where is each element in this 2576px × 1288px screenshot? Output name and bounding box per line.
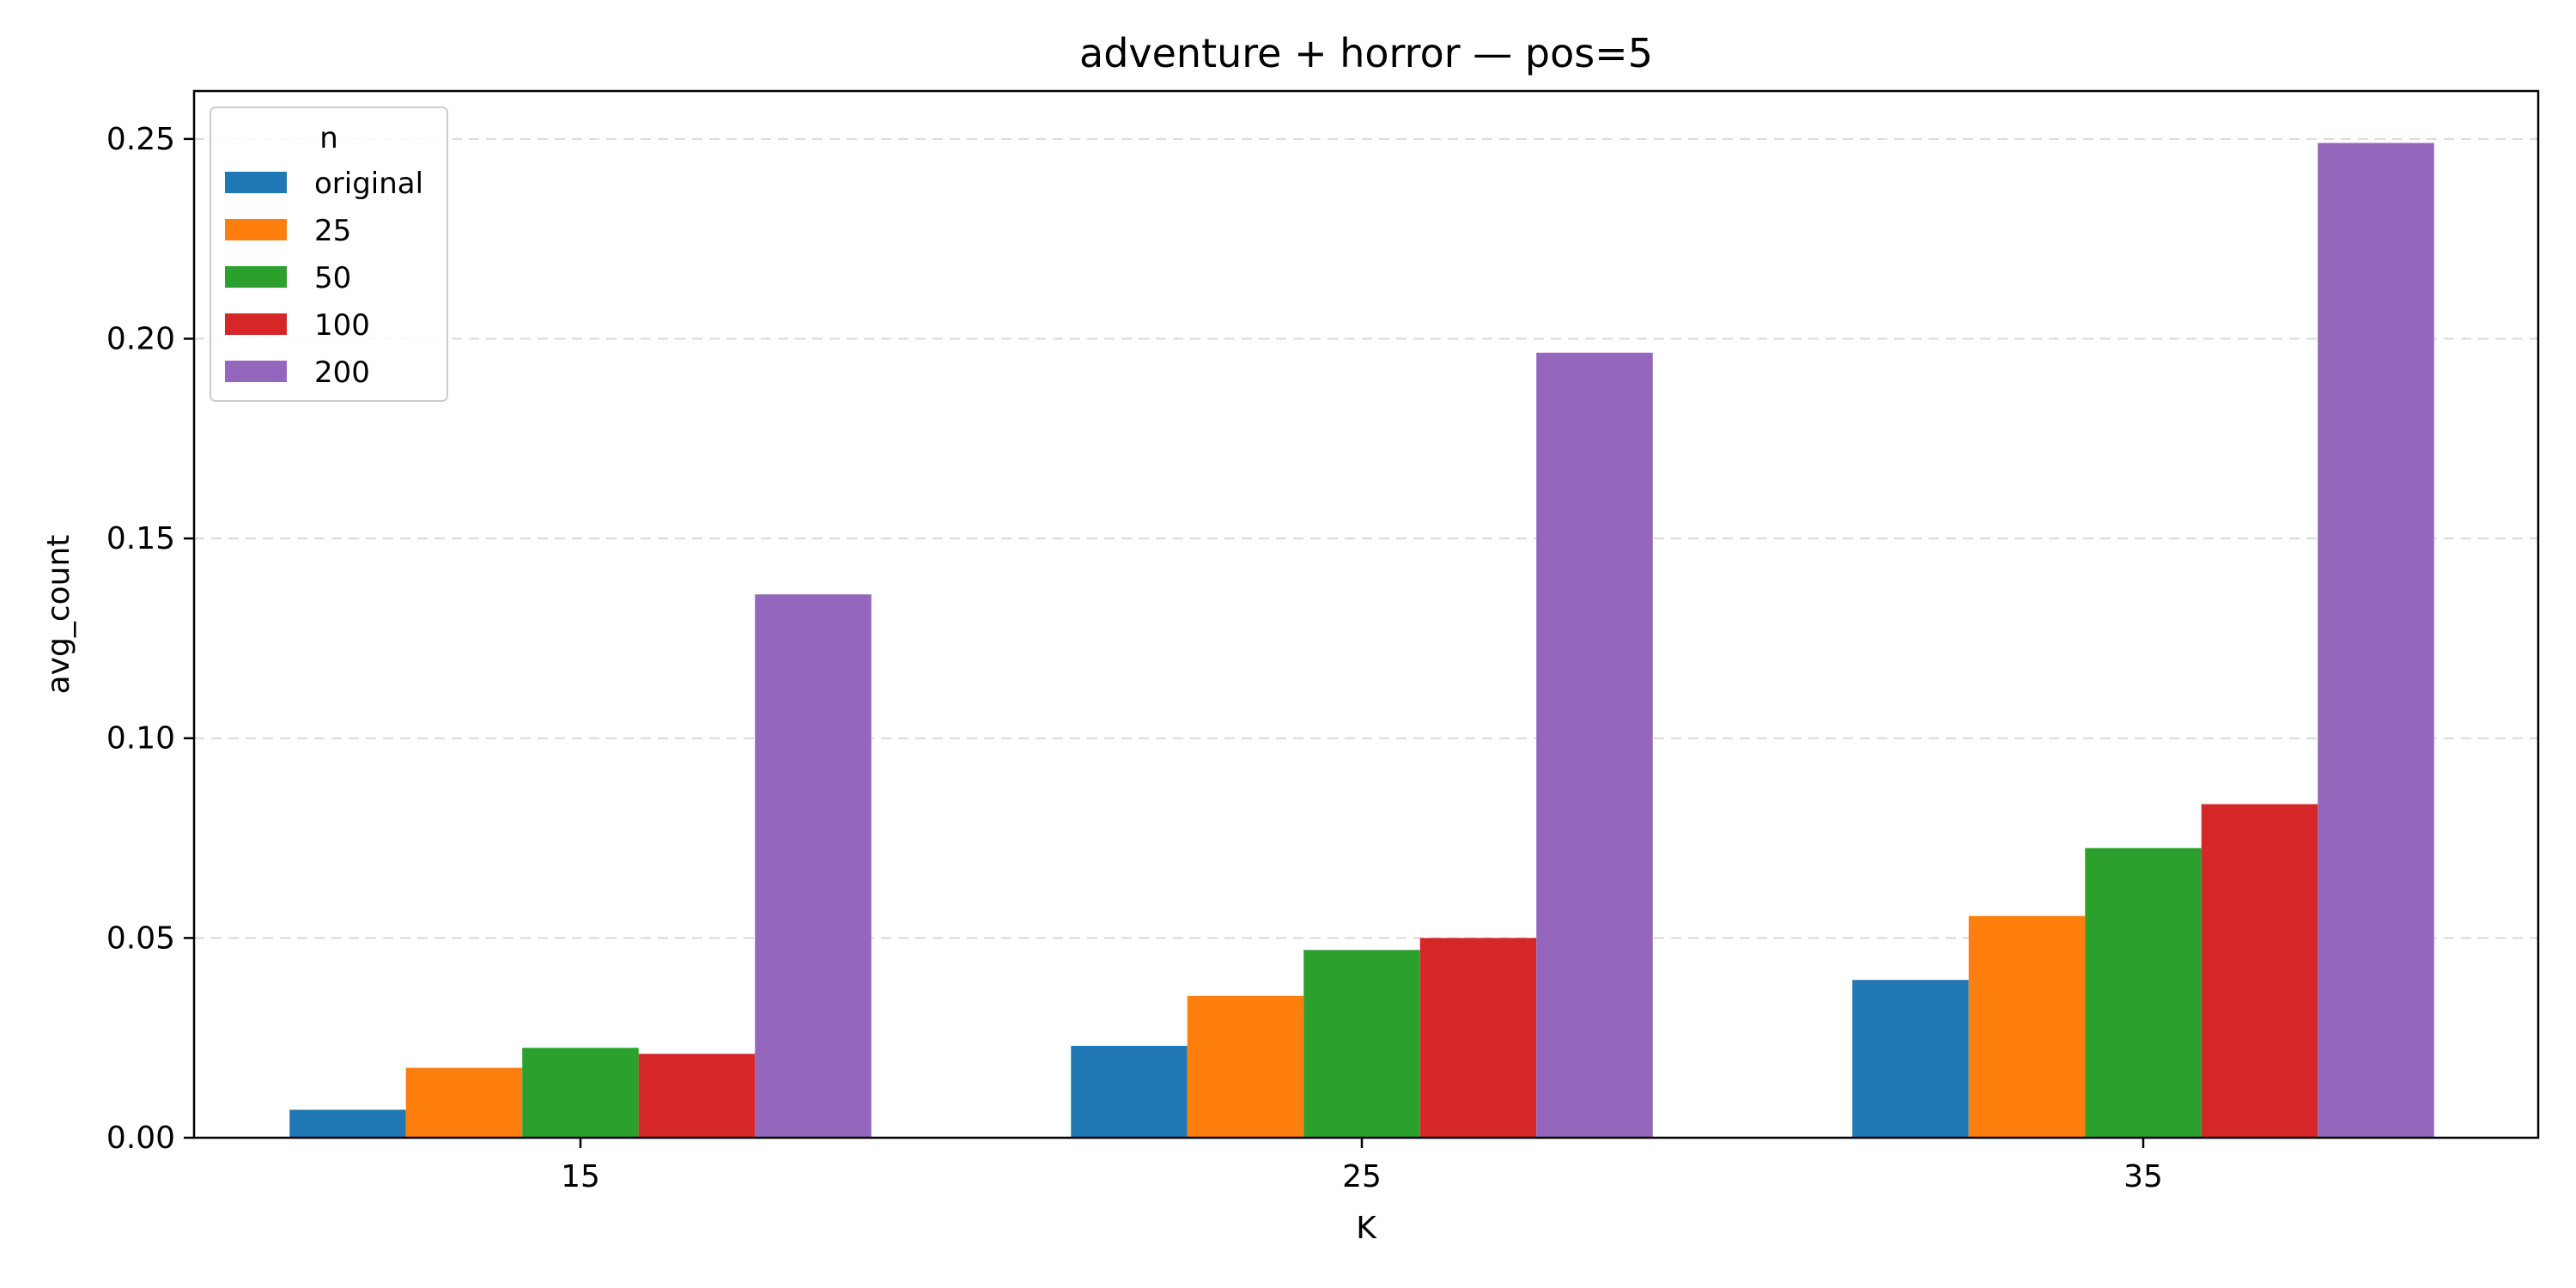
- x-axis-title: K: [1356, 1211, 1377, 1246]
- bar-50-k35: [2085, 848, 2202, 1138]
- bar-original-k25: [1071, 1045, 1188, 1138]
- legend-label-25: 25: [314, 214, 351, 248]
- grid-lines: [194, 137, 2538, 939]
- bar-200-k35: [2318, 143, 2434, 1138]
- legend-label-200: 200: [314, 355, 370, 390]
- chart-title: adventure + horror — pos=5: [1079, 30, 1653, 76]
- bar-50-k25: [1303, 950, 1420, 1138]
- bar-original-k35: [1852, 980, 1969, 1138]
- legend-title: n: [319, 121, 338, 155]
- bar-100-k15: [638, 1054, 756, 1138]
- legend-swatch-25: [225, 219, 287, 240]
- plot-frame: [192, 89, 2540, 1139]
- legend: n original 25 50 100 200: [210, 106, 448, 402]
- bar-original-k15: [289, 1109, 406, 1138]
- x-tick-label: 35: [2123, 1159, 2163, 1194]
- x-tick-label: 25: [1342, 1159, 1382, 1194]
- legend-swatch-original: [225, 172, 287, 193]
- y-tick-label: 0.20: [106, 321, 175, 356]
- y-tick-label: 0.10: [106, 721, 175, 756]
- legend-swatch-200: [225, 361, 287, 382]
- bars: [289, 143, 2434, 1138]
- y-tick-label: 0.05: [106, 920, 175, 956]
- bar-200-k25: [1536, 352, 1653, 1138]
- bar-200-k15: [755, 594, 872, 1138]
- legend-swatch-100: [225, 313, 287, 335]
- bar-25-k15: [405, 1067, 523, 1138]
- y-tick-label: 0.15: [106, 521, 175, 556]
- x-tick-label: 15: [561, 1159, 600, 1194]
- bar-100-k25: [1419, 938, 1537, 1138]
- y-tick-label: 0.00: [106, 1121, 175, 1156]
- y-tick-label: 0.25: [106, 122, 175, 157]
- bar-50-k15: [522, 1048, 639, 1138]
- legend-label-original: original: [314, 167, 423, 201]
- y-axis-title: avg_count: [41, 535, 76, 695]
- legend-swatch-50: [225, 266, 287, 288]
- y-axis: 0.00 0.05 0.10 0.15 0.20 0.25: [106, 122, 194, 1156]
- bar-25-k25: [1187, 995, 1304, 1138]
- legend-label-50: 50: [314, 261, 351, 295]
- bar-100-k35: [2201, 804, 2318, 1138]
- legend-label-100: 100: [314, 308, 370, 343]
- bar-25-k35: [1968, 915, 2086, 1138]
- x-axis: 15 25 35: [561, 1138, 2163, 1194]
